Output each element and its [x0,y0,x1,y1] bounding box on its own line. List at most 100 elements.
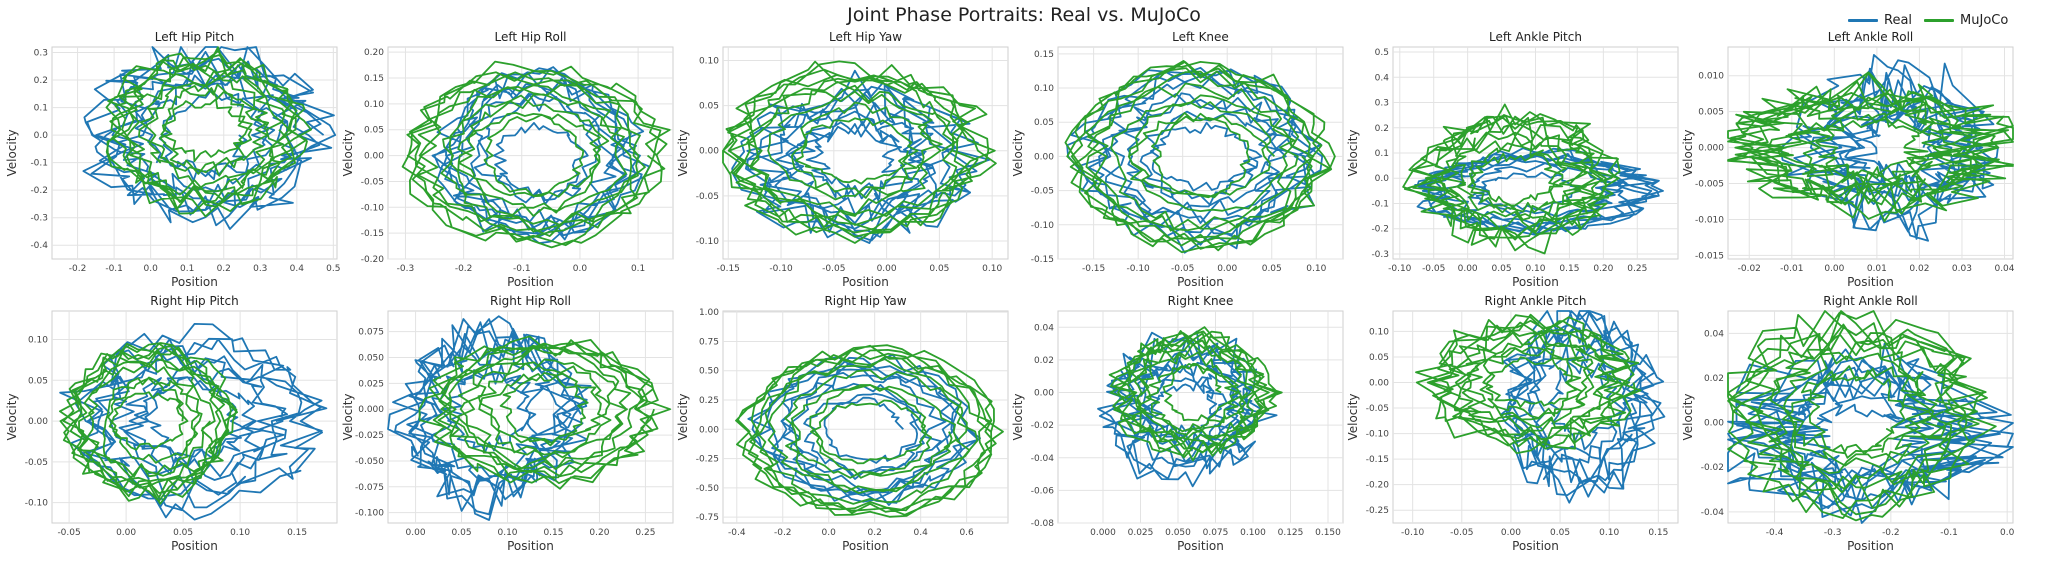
x-tick-label: 0.1 [180,264,194,274]
legend-label-mujoco: MuJoCo [1960,13,2009,28]
series-line-mujoco [105,46,313,218]
y-tick-label: -0.1 [30,159,48,169]
subplot-left-ankle-pitch: -0.10 -0.05 0.00 0.05 0.10 0.15 0.20 0.25 -0.3 -0… [1346,30,1679,289]
x-tick-label: 0.20 [1593,264,1613,274]
y-tick-label: 0.20 [364,48,384,58]
x-tick-label: -0.05 [822,264,845,274]
x-tick-label: 0.125 [1278,528,1304,538]
y-tick-label: 0.10 [1034,84,1054,94]
x-tick-label: 0.00 [406,528,426,538]
x-tick-label: -0.05 [57,528,80,538]
x-tick-label: 0.10 [230,528,250,538]
y-tick-label: 0.50 [699,367,719,377]
y-tick-label: -0.04 [1701,508,1725,518]
legend-swatch-real [1848,19,1878,22]
x-tick-label: 0.100 [1240,528,1266,538]
x-tick-label: 0.05 [1550,528,1570,538]
y-tick-label: 0.05 [699,102,719,112]
y-tick-label: 0.04 [1704,329,1724,339]
y-tick-label: -0.015 [1695,251,1724,261]
x-axis-label: Position [1847,539,1894,553]
y-axis-label: Velocity [676,393,690,440]
series-line-mujoco [401,60,671,249]
y-axis-label: Velocity [1011,129,1025,176]
y-tick-label: 0.050 [358,354,384,364]
x-tick-label: -0.2 [774,528,792,538]
x-axis-label: Position [1177,275,1224,289]
y-tick-label: 0.3 [34,49,48,59]
x-tick-label: 0.15 [1559,264,1579,274]
series-line-mujoco [1402,103,1621,255]
subplot-right-hip-pitch: -0.05 0.00 0.05 0.10 0.15 -0.10 -0.05 0.00 0.05 0… [5,294,338,553]
y-tick-label: 0.10 [28,336,48,346]
x-tick-label: 0.10 [982,264,1002,274]
subplot-title: Right Hip Pitch [150,294,238,308]
x-axis-label: Position [171,539,218,553]
legend-item-mujoco: MuJoCo [1924,13,2008,28]
figure-title: Joint Phase Portraits: Real vs. MuJoCo [847,4,1201,26]
x-tick-label: 0.02 [1909,264,1929,274]
y-tick-label: 0.25 [699,396,719,406]
y-tick-label: 0.1 [1375,149,1389,159]
subplot-title: Right Hip Roll [490,294,571,308]
x-tick-label: -0.10 [769,264,793,274]
y-tick-label: 0.15 [1034,50,1054,60]
y-tick-label: -0.05 [361,177,384,187]
y-tick-label: 0.00 [1704,419,1724,429]
x-tick-label: -0.2 [455,264,473,274]
x-tick-label: -0.15 [1082,264,1105,274]
subplot-right-hip-roll: 0.00 0.05 0.10 0.15 0.20 0.25 -0.100 -0.075 -0.0… [341,294,674,553]
y-tick-label: 0.00 [699,425,719,435]
y-tick-label: -0.4 [30,241,48,251]
y-tick-label: -0.02 [1701,463,1724,473]
x-tick-label: 0.4 [290,264,305,274]
x-tick-label: 0.00 [116,528,136,538]
y-axis-label: Velocity [1346,393,1360,440]
y-tick-label: -0.010 [1695,215,1724,225]
x-tick-label: 0.25 [635,528,655,538]
y-tick-label: -0.02 [1031,421,1054,431]
subplot-title: Left Hip Yaw [829,30,902,44]
y-tick-label: 0.00 [364,152,384,162]
x-tick-label: 0.075 [1203,528,1229,538]
x-tick-label: -0.15 [717,264,740,274]
x-tick-label: -0.10 [1401,528,1425,538]
subplot-title: Right Knee [1168,294,1234,308]
subplot-right-hip-yaw: -0.4 -0.2 0.0 0.2 0.4 0.6 -0.75 -0.50 -0.25 0.00 0… [676,294,1009,553]
x-tick-label: -0.05 [1422,264,1445,274]
subplot-title: Left Ankle Roll [1828,30,1914,44]
subplot-title: Left Ankle Pitch [1489,30,1582,44]
x-tick-label: -0.1 [105,264,123,274]
subplot-left-hip-roll: -0.3 -0.2 -0.1 0.0 0.1 -0.20 -0.15 -0.10 -0.05 0.… [341,30,674,289]
x-tick-label: 0.01 [1867,264,1887,274]
legend-item-real: Real [1848,13,1912,28]
y-tick-label: 0.05 [28,376,48,386]
y-tick-label: 0.02 [1034,356,1054,366]
y-tick-label: 0.04 [1034,323,1054,333]
y-tick-label: 0.1 [34,104,48,114]
x-tick-label: -0.05 [1450,528,1473,538]
subplot-title: Right Hip Yaw [824,294,906,308]
x-tick-label: 0.050 [1165,528,1191,538]
x-tick-label: -0.4 [1766,528,1784,538]
y-tick-label: -0.075 [355,483,384,493]
series-line-real [731,69,991,245]
y-tick-label: 0.15 [364,74,384,84]
y-tick-label: -0.1 [1371,199,1389,209]
x-axis-label: Position [1847,275,1894,289]
y-tick-label: -0.100 [355,509,384,519]
x-axis-label: Position [1512,275,1559,289]
series-line-real [387,315,592,521]
y-tick-label: 0.00 [1034,389,1054,399]
x-tick-label: -0.2 [1882,528,1900,538]
y-tick-label: 0.025 [358,379,384,389]
y-tick-label: -0.15 [361,229,384,239]
y-tick-label: -0.2 [30,186,48,196]
y-tick-label: 0.2 [34,76,48,86]
y-tick-label: 1.00 [699,308,719,318]
subplot-title: Left Hip Roll [495,30,567,44]
y-tick-label: 0.10 [699,57,719,67]
x-tick-label: 0.10 [1306,264,1326,274]
x-tick-label: 0.025 [1128,528,1154,538]
